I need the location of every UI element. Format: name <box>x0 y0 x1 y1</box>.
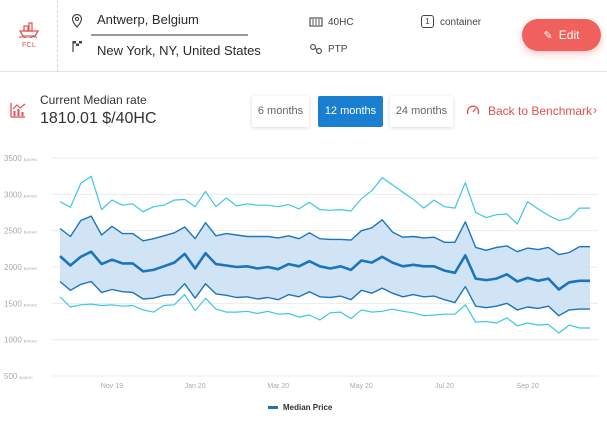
container-icon <box>309 17 323 27</box>
origin-location: Antwerp, Belgium <box>97 12 199 27</box>
container-label: container <box>440 17 482 28</box>
y-tick-label: 2000 $/40HC <box>4 263 37 272</box>
period-12-months-button[interactable]: 12 months <box>318 96 383 127</box>
gauge-icon <box>466 105 480 115</box>
series-line-upper-band <box>59 215 590 256</box>
container-count-badge: 1 <box>421 15 434 28</box>
series-line-upper-outer <box>59 175 590 225</box>
period-label: 24 months <box>395 105 448 117</box>
y-tick-label: 3000 $/40HC <box>4 190 37 199</box>
x-tick-label: Mar 20 <box>267 383 289 390</box>
period-6-months-button[interactable]: 6 months <box>252 96 309 127</box>
destination-flag-icon <box>72 41 82 52</box>
x-tick-label: Jan 20 <box>185 383 206 390</box>
ship-icon <box>18 22 40 38</box>
rate-chart: 500 $/40HC 1000 $/40HC 1500 $/40HC 2000 $/40HC 2… <box>4 154 598 390</box>
y-tick-label: 1000 $/40HC <box>4 336 37 345</box>
service-icon <box>310 44 322 54</box>
service-type: PTP <box>328 44 348 55</box>
back-to-benchmark-link[interactable]: Back to Benchmark <box>488 104 593 118</box>
period-label: 12 months <box>324 105 377 117</box>
period-24-months-button[interactable]: 24 months <box>390 96 453 127</box>
legend-swatch <box>268 406 278 410</box>
series-line-lower-outer <box>59 294 590 334</box>
x-tick-label: May 20 <box>350 383 373 390</box>
legend-label: Median Price <box>283 403 333 412</box>
x-tick-label: Jul 20 <box>435 383 454 390</box>
series-line-median <box>59 250 590 291</box>
period-label: 6 months <box>257 105 304 117</box>
destination-location: New York, NY, United States <box>97 43 261 58</box>
median-rate-value: 1810.01 $/40HC <box>40 110 157 127</box>
origin-pin-icon <box>71 14 83 28</box>
mode-label: FCL <box>21 42 37 49</box>
route-divider <box>91 34 248 36</box>
series-line-lower-band <box>59 280 590 317</box>
edit-button[interactable]: ✎ Edit <box>522 19 601 51</box>
x-tick-label: Nov 19 <box>101 383 123 390</box>
y-tick-label: 2500 $/40HC <box>4 227 37 236</box>
x-tick-label: Sep 20 <box>517 383 539 390</box>
chart-trend-icon <box>10 103 26 118</box>
mode-panel: FCL <box>0 0 58 72</box>
y-tick-label: 500 $/40HC <box>4 372 33 381</box>
median-rate-title: Current Median rate <box>40 93 147 107</box>
container-size: 40HC <box>328 17 354 28</box>
chart-legend: Median Price <box>268 403 332 412</box>
shipment-header: FCL Antwerp, Belgium New York, NY, Unite… <box>0 0 607 72</box>
percentile-band <box>60 216 590 316</box>
chevron-right-icon: › <box>593 103 597 117</box>
edit-button-label: Edit <box>558 28 580 42</box>
pencil-icon: ✎ <box>543 30 553 42</box>
y-tick-label: 3500 $/40HC <box>4 154 37 163</box>
y-tick-label: 1500 $/40HC <box>4 299 37 308</box>
